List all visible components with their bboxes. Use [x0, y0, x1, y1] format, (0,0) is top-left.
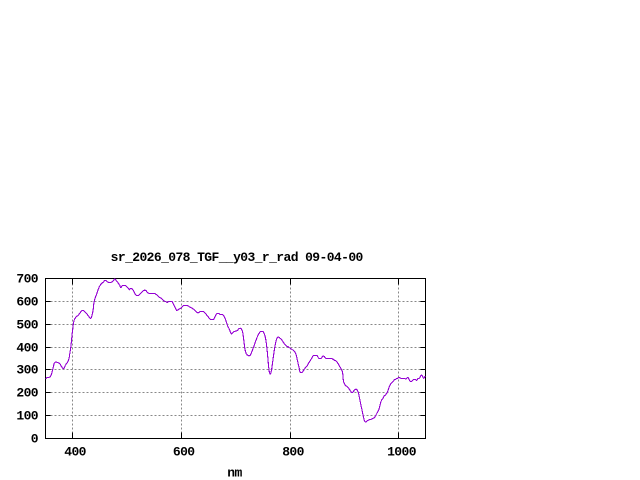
svg-text:1000: 1000 [387, 445, 417, 460]
svg-text:nm: nm [227, 466, 242, 480]
svg-text:100: 100 [16, 409, 38, 424]
svg-text:600: 600 [16, 295, 38, 310]
svg-text:600: 600 [173, 445, 195, 460]
svg-text:sr_2026_078_TGF__y03_r_rad 09-: sr_2026_078_TGF__y03_r_rad 09-04-00 [111, 250, 364, 265]
svg-text:200: 200 [16, 386, 38, 401]
svg-text:400: 400 [64, 445, 86, 460]
svg-text:300: 300 [16, 363, 38, 378]
svg-text:500: 500 [16, 318, 38, 333]
svg-text:800: 800 [282, 445, 304, 460]
svg-text:400: 400 [16, 341, 38, 356]
svg-text:700: 700 [16, 272, 38, 287]
svg-text:0: 0 [31, 432, 39, 447]
